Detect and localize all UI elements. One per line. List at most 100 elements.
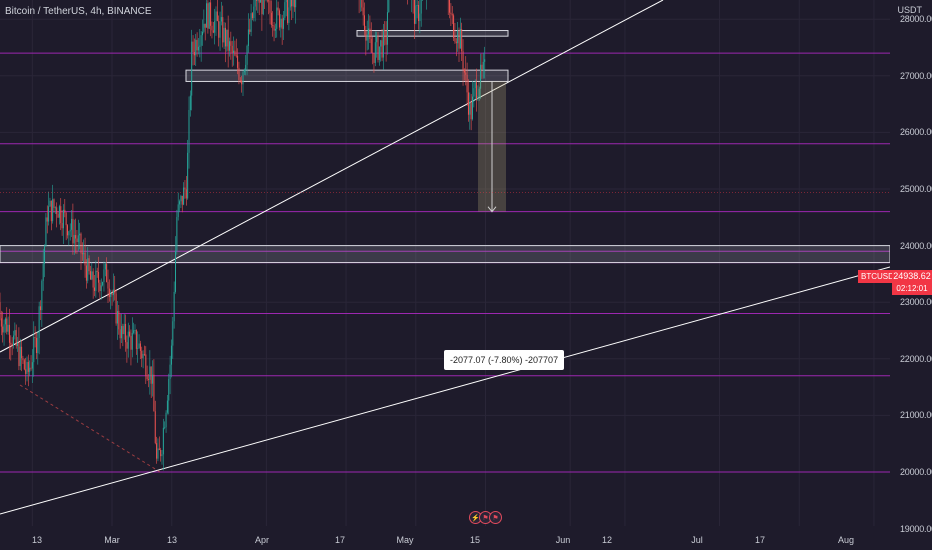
time-tick-label: May [396, 535, 414, 545]
candle-body [40, 306, 41, 311]
candle-body [118, 311, 120, 330]
candle-body [31, 362, 33, 369]
candle-body [203, 23, 205, 32]
price-tick-label: 23000.00 [900, 297, 932, 308]
candle-body [157, 448, 159, 459]
candle-body [49, 200, 51, 207]
candle-body [484, 59, 486, 62]
candle-body [280, 18, 282, 28]
candle-body [25, 369, 27, 374]
price-axis[interactable]: USDT 36000.0035000.0034000.0033000.00320… [890, 0, 932, 534]
candle-body [102, 282, 104, 286]
zone-box [185, 69, 509, 82]
candle-body [384, 30, 386, 32]
candle-body [130, 335, 132, 350]
candle-body [413, 0, 415, 24]
candle-body [450, 12, 452, 15]
price-tick-label: 25000.00 [900, 184, 932, 194]
candle-body [215, 11, 217, 21]
candle-body [146, 376, 148, 380]
candle-body [455, 41, 457, 44]
time-tick-label: Mar [104, 535, 120, 545]
candle-body [473, 88, 475, 97]
candle-body [119, 329, 121, 339]
candle-body [283, 17, 284, 29]
candle-body [478, 88, 480, 97]
candle-body [96, 270, 98, 272]
candle-body [135, 330, 137, 349]
candle-body [176, 217, 178, 251]
candle-body [91, 271, 93, 280]
candle-body [3, 324, 5, 333]
candle-body [415, 5, 417, 24]
candle-body [134, 330, 136, 331]
candle-body [48, 206, 50, 222]
candle-body [416, 5, 418, 6]
candle-body [214, 20, 216, 33]
candle-body [381, 40, 383, 58]
candle-body [420, 0, 422, 14]
candle-body [287, 0, 289, 23]
candle-body [212, 30, 214, 33]
measure-arrow-head [487, 206, 497, 213]
candle-body [195, 39, 197, 56]
symbol-title[interactable]: Bitcoin / TetherUS, 4h, BINANCE [5, 6, 152, 17]
candle-body [482, 61, 484, 70]
time-tick-label: Aug [837, 535, 855, 545]
time-axis[interactable]: 13 Mar 13 Apr 17 May 15 Jun 12 Jul 17 Aug [0, 526, 890, 550]
candle-body [243, 69, 245, 73]
candle-body [246, 45, 248, 65]
time-tick-label: 13 [166, 535, 178, 545]
candle-body [80, 233, 82, 254]
candle-body [207, 3, 209, 29]
candle-body [461, 29, 463, 52]
candle-body [45, 217, 47, 247]
candle-body [458, 30, 460, 49]
candle-body [65, 212, 67, 226]
candle-body [467, 92, 469, 115]
candle-body [122, 326, 124, 335]
candle-body [121, 326, 122, 339]
candle-body [251, 13, 253, 19]
candle-body [388, 0, 390, 13]
event-icons[interactable]: ⚡ ⚑ ⚑ [469, 511, 502, 524]
chart-canvas[interactable] [0, 0, 890, 526]
candle-body [106, 263, 108, 283]
candle-body [245, 64, 247, 70]
candle-body [249, 29, 251, 32]
current-price-tag: BTCUSDT 24938.62 02:12:01 [858, 270, 932, 296]
candle-body [191, 41, 193, 96]
chart-area[interactable]: Bitcoin / TetherUS, 4h, BINANCE -2077.07… [0, 0, 890, 526]
candle-body [261, 0, 263, 15]
candle-body [465, 72, 467, 75]
candle-body [262, 0, 264, 15]
candle-body [42, 263, 44, 281]
candle-body [277, 7, 279, 11]
candle-body [270, 12, 272, 25]
candle-body [7, 324, 9, 332]
candle-body [75, 235, 77, 239]
candle-body [71, 218, 73, 230]
candle-body [85, 265, 87, 281]
candle-body [469, 101, 471, 115]
candle-body [273, 25, 275, 31]
candle-body [278, 10, 280, 28]
candle-body [152, 374, 154, 384]
candle-body [223, 27, 225, 43]
candle-body [8, 324, 10, 343]
candle-body [257, 0, 259, 1]
candle-body [206, 3, 208, 28]
us-flag-icon[interactable]: ⚑ [489, 511, 502, 524]
candle-body [284, 2, 286, 18]
candle-body [0, 318, 2, 327]
candle-body [137, 347, 139, 349]
price-tick-label: 20000.00 [900, 467, 932, 477]
candle-body [238, 67, 240, 80]
candle-body [197, 46, 199, 51]
candle-body [61, 223, 63, 229]
candle-body [84, 252, 86, 266]
candle-body [6, 318, 8, 332]
candle-body [470, 101, 472, 120]
candle-body [161, 454, 163, 457]
price-tag-symbol: BTCUSDT [858, 270, 902, 283]
